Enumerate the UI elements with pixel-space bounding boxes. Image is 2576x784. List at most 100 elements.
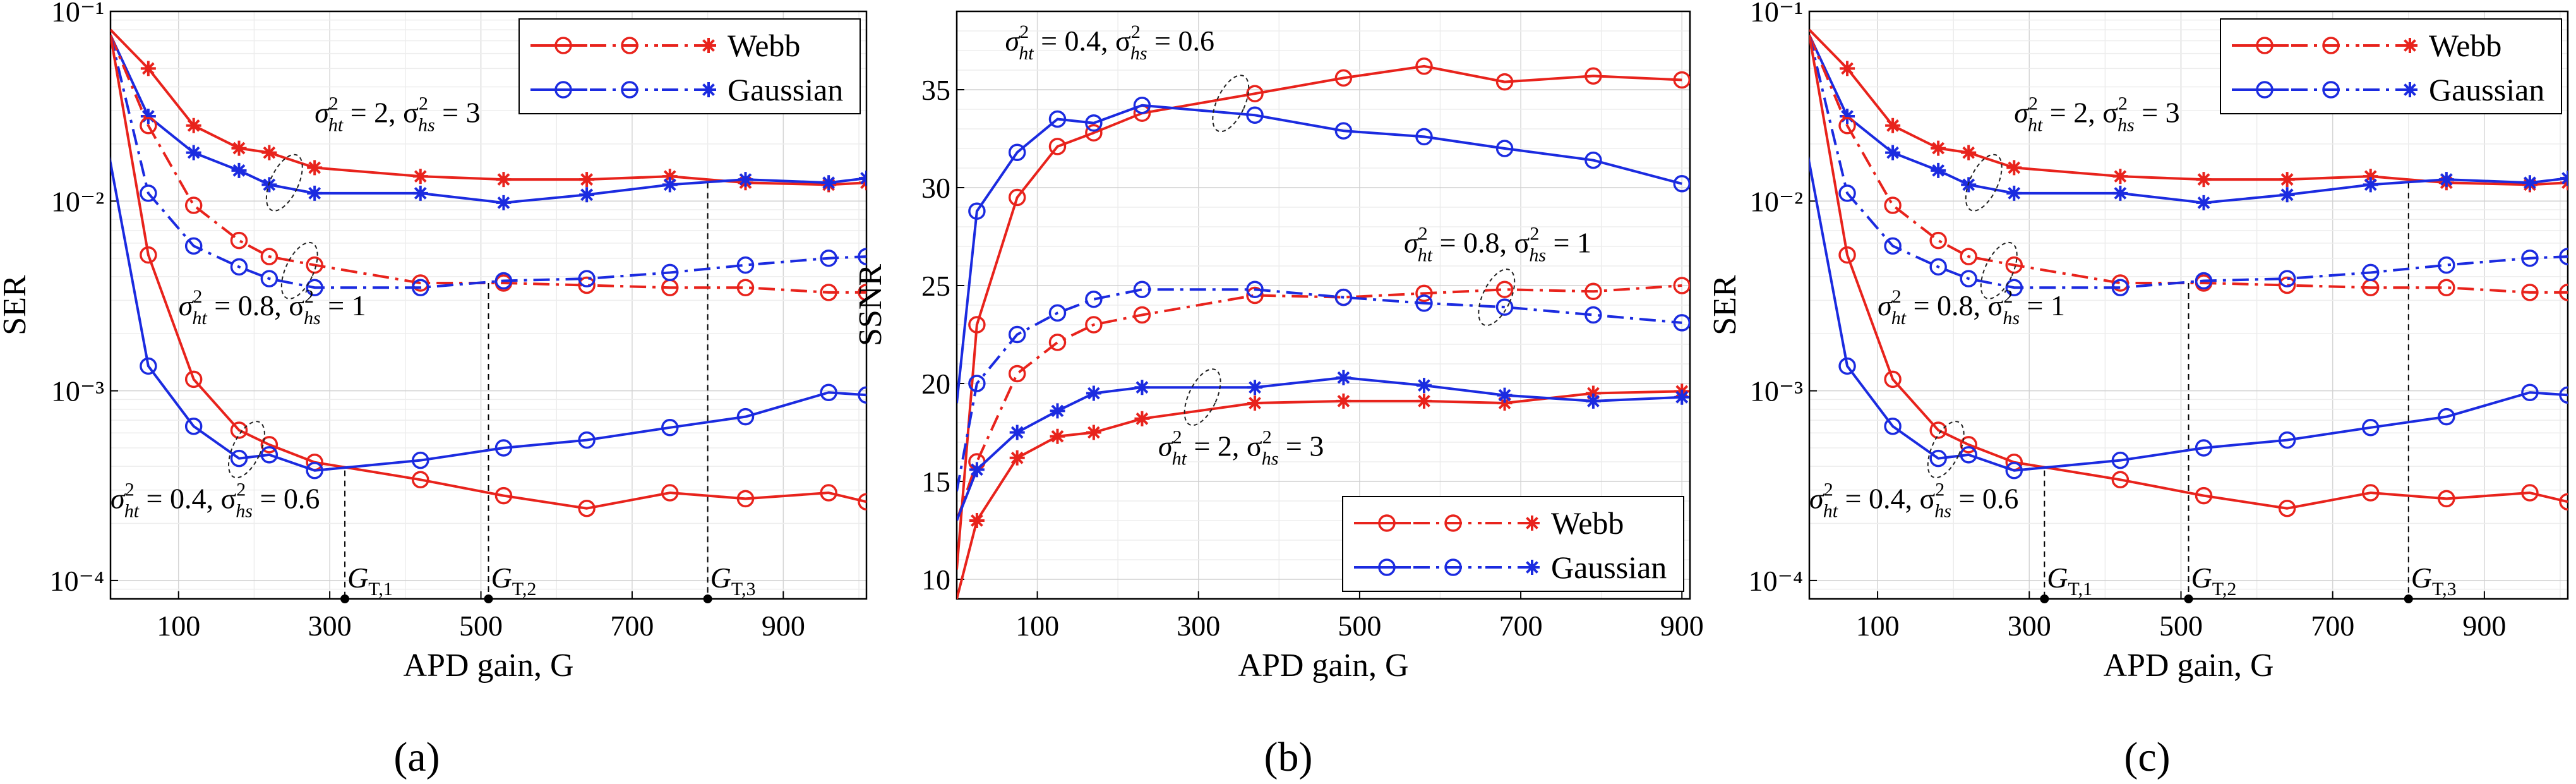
data-point-circle bbox=[820, 284, 837, 301]
annotation-text-mid: = 0.4, σ bbox=[1034, 25, 1131, 57]
annotation-text-mid: = 0.4, σ bbox=[139, 483, 236, 515]
data-point-circle bbox=[1673, 175, 1690, 193]
data-point-circle bbox=[2278, 276, 2296, 294]
data-point-circle bbox=[1929, 449, 1947, 467]
data-point-circle bbox=[1495, 298, 1514, 316]
series-line bbox=[1809, 35, 2568, 289]
data-point-star bbox=[231, 140, 247, 156]
data-point-circle bbox=[2278, 270, 2296, 287]
data-point-circle bbox=[140, 117, 157, 135]
legend-marker-star bbox=[1525, 516, 1540, 531]
data-point-circle bbox=[661, 484, 679, 502]
data-point-star bbox=[1134, 411, 1150, 426]
annotation-text-pre: σ bbox=[111, 483, 126, 515]
data-point-circle bbox=[230, 421, 248, 439]
annotation-text-pre: σ bbox=[1404, 226, 1420, 258]
data-point-circle bbox=[1246, 85, 1264, 102]
y-tick-label: 10 bbox=[921, 564, 950, 596]
data-point-star bbox=[1961, 145, 1977, 160]
data-point-star bbox=[140, 109, 156, 124]
data-point-star bbox=[969, 513, 985, 528]
annotation-sup2: 2 bbox=[1530, 223, 1539, 244]
data-point-star bbox=[1497, 395, 1513, 411]
legend-marker-circle bbox=[2322, 37, 2340, 54]
annotation-text-pre: σ bbox=[315, 97, 330, 129]
data-point-star bbox=[307, 185, 323, 201]
data-point-circle bbox=[1415, 128, 1433, 146]
data-point-circle bbox=[2438, 256, 2455, 274]
annotation-sup: 2 bbox=[1173, 427, 1182, 448]
data-point-circle bbox=[736, 490, 755, 508]
data-point-star bbox=[2196, 172, 2212, 188]
data-point-circle bbox=[412, 471, 429, 489]
data-point-star bbox=[261, 145, 277, 160]
data-point-circle bbox=[1929, 231, 1947, 250]
data-point-circle bbox=[140, 357, 157, 375]
annotation-sup2: 2 bbox=[304, 286, 314, 307]
data-point-star bbox=[2363, 177, 2378, 193]
data-point-star bbox=[1336, 393, 1351, 409]
data-point-circle bbox=[2005, 256, 2023, 274]
panel-label-b: (b) bbox=[1264, 734, 1313, 780]
annotation-sub2: hs bbox=[2003, 308, 2020, 329]
data-point-star bbox=[1050, 428, 1065, 444]
data-point-circle bbox=[1929, 421, 1947, 439]
data-point-circle bbox=[661, 419, 679, 437]
x-tick-label: 900 bbox=[1660, 610, 1704, 642]
data-point-circle bbox=[260, 446, 279, 464]
panel-b-ssnr-chart: 100 300 500 700 900 10 15 20 25 30 35 APD gain, G SS… bbox=[853, 10, 1704, 684]
data-point-star bbox=[496, 195, 512, 210]
data-point-star bbox=[140, 61, 156, 76]
data-point-circle bbox=[1085, 290, 1103, 308]
data-point-circle bbox=[1960, 436, 1977, 454]
data-point-circle bbox=[1415, 57, 1433, 75]
data-point-star bbox=[186, 145, 201, 160]
legend-box bbox=[2220, 18, 2562, 114]
data-point-circle bbox=[1048, 138, 1067, 155]
series-line bbox=[957, 284, 1682, 521]
data-point-circle bbox=[2438, 279, 2455, 296]
data-point-circle bbox=[2111, 274, 2130, 292]
annotation-text-pre: σ bbox=[1809, 483, 1825, 515]
panel-c-ser-chart: 100 300 500 700 900 10⁻¹ 10⁻² 10⁻³ 10⁻⁴ APD gain,… bbox=[1707, 0, 2569, 684]
data-point-circle bbox=[494, 439, 513, 457]
data-point-circle bbox=[858, 248, 866, 265]
annotation-text-pre: σ bbox=[2014, 97, 2030, 129]
y-tick-label: 35 bbox=[921, 74, 950, 106]
annotation-text-mid: = 0.4, σ bbox=[1838, 483, 1935, 515]
annotation-text-pre: σ bbox=[1005, 25, 1021, 57]
annotation-sup2: 2 bbox=[2118, 93, 2128, 114]
data-point-star bbox=[2196, 195, 2212, 210]
threshold-label: GT,2 bbox=[2191, 562, 2237, 600]
data-point-circle bbox=[230, 449, 248, 467]
annotation-ellipse bbox=[265, 154, 303, 212]
threshold-label-main: G bbox=[2191, 562, 2212, 594]
data-point-circle bbox=[2559, 493, 2568, 511]
x-tick-label: 700 bbox=[610, 610, 654, 642]
legend-marker-circle bbox=[1444, 558, 1462, 576]
data-point-circle bbox=[1884, 196, 1902, 214]
data-point-circle bbox=[1085, 114, 1103, 132]
series-line bbox=[957, 64, 1682, 570]
y-tick-label: 10⁻² bbox=[51, 185, 104, 217]
series bbox=[1809, 34, 2568, 210]
data-point-circle bbox=[306, 279, 323, 296]
annotation-sub2: hs bbox=[304, 308, 321, 329]
annotation-sub: ht bbox=[1891, 308, 1907, 329]
x-tick-label: 700 bbox=[1499, 610, 1543, 642]
data-point-circle bbox=[736, 279, 755, 296]
data-point-star bbox=[1840, 109, 1855, 124]
annotation-sup: 2 bbox=[193, 286, 202, 307]
data-point-circle bbox=[230, 258, 248, 276]
axes-frame bbox=[956, 10, 1691, 600]
annotation-text-post: = 0.6 bbox=[1147, 25, 1214, 57]
data-point-circle bbox=[1673, 71, 1690, 89]
data-point-circle bbox=[140, 246, 157, 264]
series-line bbox=[1809, 35, 2568, 510]
x-tick-label: 900 bbox=[762, 610, 805, 642]
annotation-sup2: 2 bbox=[1262, 427, 1272, 448]
x-tick-label: 500 bbox=[2159, 610, 2203, 642]
annotation-sub2: hs bbox=[1934, 501, 1951, 522]
annotation-text-post: = 0.6 bbox=[1951, 483, 2018, 515]
data-point-circle bbox=[1495, 280, 1514, 298]
